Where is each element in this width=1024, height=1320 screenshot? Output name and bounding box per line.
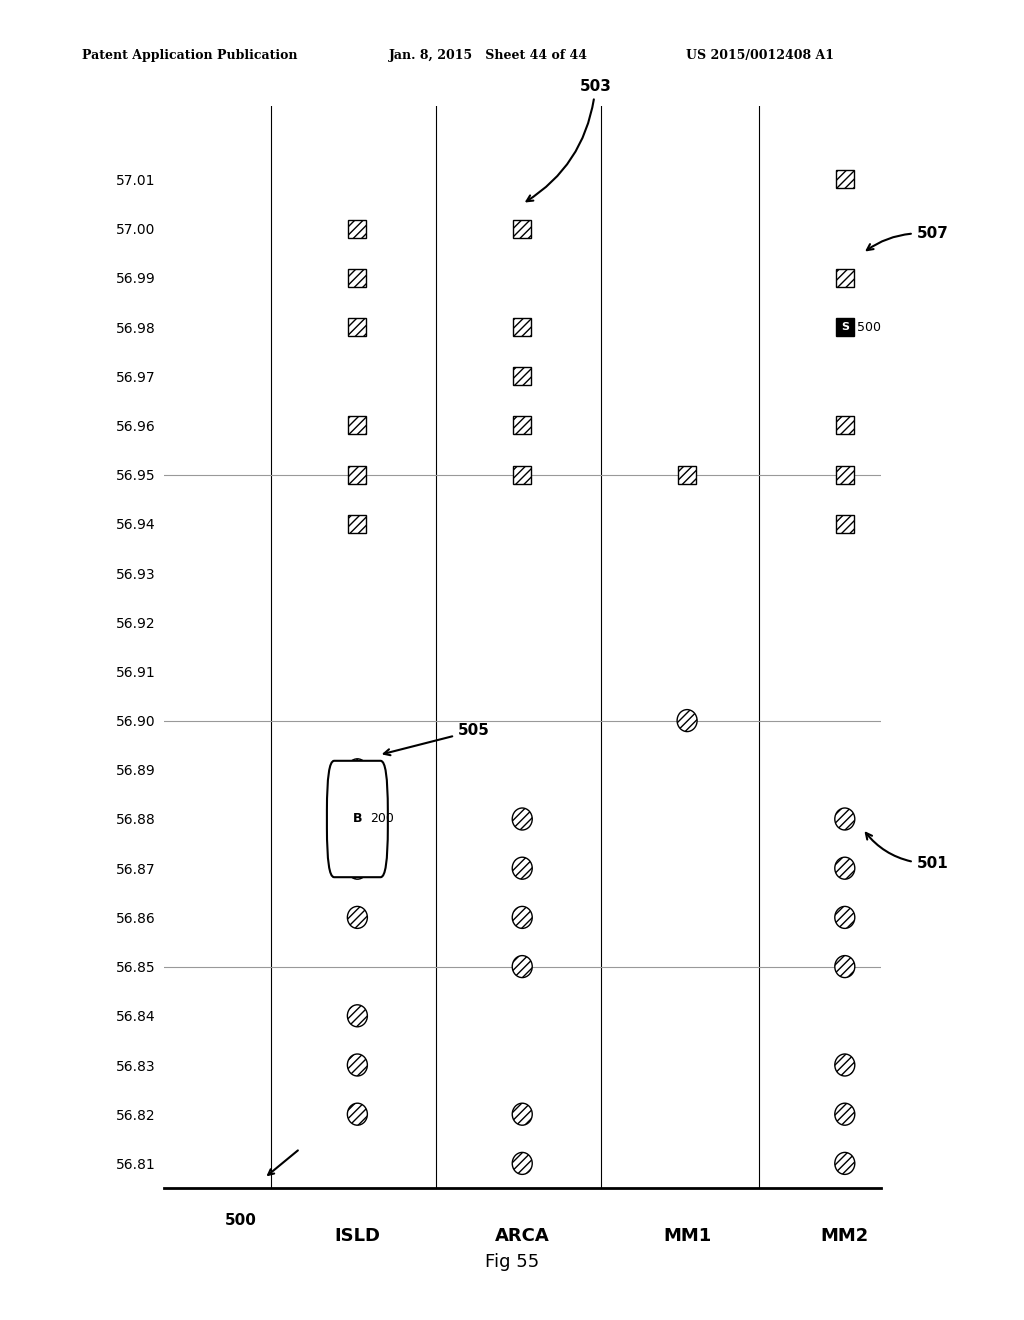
Text: B: B [352, 813, 362, 825]
Bar [513, 416, 531, 434]
Bar [836, 515, 854, 533]
Bar [348, 515, 367, 533]
Text: 200: 200 [371, 813, 394, 825]
Bar [348, 269, 367, 286]
Ellipse shape [347, 907, 368, 928]
Ellipse shape [347, 759, 368, 781]
Text: ARCA: ARCA [495, 1228, 550, 1245]
Bar [836, 466, 854, 483]
Bar [513, 367, 531, 385]
Bar [836, 318, 854, 337]
Ellipse shape [677, 710, 697, 731]
Bar [348, 318, 367, 337]
Text: 500: 500 [857, 321, 881, 334]
Ellipse shape [835, 1053, 855, 1076]
Bar [348, 466, 367, 483]
Text: 503: 503 [526, 79, 611, 201]
Ellipse shape [512, 1104, 532, 1125]
Bar [513, 219, 531, 238]
Text: 505: 505 [384, 723, 489, 755]
Text: 507: 507 [867, 227, 948, 251]
Ellipse shape [512, 808, 532, 830]
Text: Fig 55: Fig 55 [485, 1253, 539, 1271]
Bar [348, 219, 367, 238]
Ellipse shape [347, 857, 368, 879]
Text: 500: 500 [225, 1213, 257, 1228]
Ellipse shape [835, 956, 855, 978]
Bar [836, 269, 854, 286]
Ellipse shape [512, 1152, 532, 1175]
Ellipse shape [347, 1053, 368, 1076]
Ellipse shape [512, 907, 532, 928]
Text: MM2: MM2 [820, 1228, 869, 1245]
Ellipse shape [512, 857, 532, 879]
Text: Jan. 8, 2015   Sheet 44 of 44: Jan. 8, 2015 Sheet 44 of 44 [389, 49, 588, 62]
Bar [513, 318, 531, 337]
Ellipse shape [512, 956, 532, 978]
Text: ISLD: ISLD [335, 1228, 380, 1245]
Ellipse shape [347, 1104, 368, 1125]
Ellipse shape [835, 1104, 855, 1125]
Text: S: S [841, 322, 849, 333]
Ellipse shape [835, 1152, 855, 1175]
Ellipse shape [835, 907, 855, 928]
Bar [836, 170, 854, 189]
Text: 501: 501 [866, 833, 948, 871]
Text: MM1: MM1 [663, 1228, 712, 1245]
Ellipse shape [347, 1005, 368, 1027]
Ellipse shape [835, 857, 855, 879]
Bar [836, 416, 854, 434]
Ellipse shape [835, 808, 855, 830]
Bar [678, 466, 696, 483]
Text: Patent Application Publication: Patent Application Publication [82, 49, 297, 62]
FancyBboxPatch shape [327, 760, 388, 878]
Bar [348, 416, 367, 434]
Text: US 2015/0012408 A1: US 2015/0012408 A1 [686, 49, 835, 62]
Bar [513, 466, 531, 483]
